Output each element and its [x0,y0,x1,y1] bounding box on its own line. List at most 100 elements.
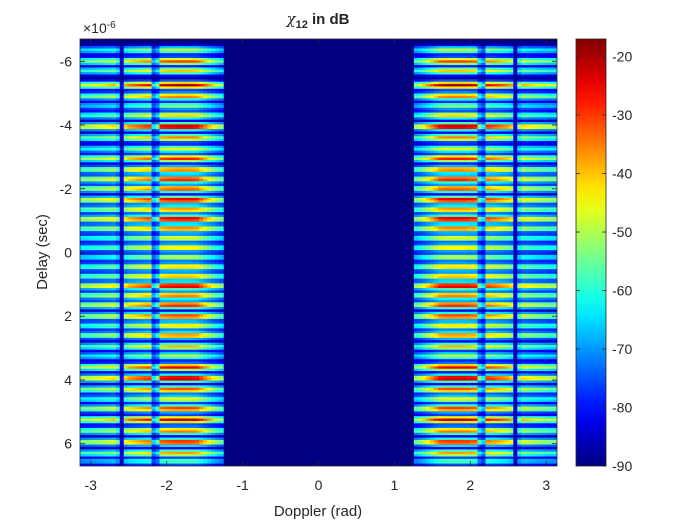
heatmap-cell [413,93,419,97]
heatmap-cell [203,176,208,180]
heatmap-cell [207,143,212,147]
heatmap-cell [513,67,518,71]
heatmap-cell [465,117,471,121]
heatmap-cell [489,162,495,166]
heatmap-cell [95,131,101,135]
heatmap-cell [549,67,554,71]
heatmap-cell [215,43,220,47]
heatmap-cell [80,88,85,92]
heatmap-cell [199,176,204,180]
heatmap-cell [175,60,180,64]
heatmap-cell [429,100,435,104]
heatmap-cell [99,100,105,104]
heatmap-cell [481,159,487,163]
heatmap-cell [485,145,491,149]
heatmap-cell [541,110,546,114]
heatmap-cell [103,190,109,194]
heatmap-cell [453,46,459,50]
heatmap-cell [215,186,220,190]
heatmap-cell [453,171,459,175]
heatmap-cell [183,190,188,194]
heatmap-cell [505,84,510,88]
heatmap-cell [541,174,546,178]
heatmap-cell [191,143,196,147]
heatmap-cell [433,105,439,109]
heatmap-cell [195,50,200,54]
heatmap-cell [207,50,212,54]
heatmap-cell [413,67,419,71]
heatmap-cell [501,122,506,125]
heatmap-cell [195,152,200,156]
heatmap-cell [473,190,479,194]
heatmap-cell [99,46,105,50]
heatmap-cell [215,72,220,76]
heatmap-cell [553,79,557,83]
heatmap-cell [207,93,212,97]
heatmap-cell [107,119,113,123]
heatmap-cell [175,88,180,92]
heatmap-cell [179,193,184,197]
heatmap-cell [183,107,188,111]
heatmap-cell [199,67,204,71]
heatmap-cell [107,72,113,76]
heatmap-cell [421,188,427,192]
heatmap-cell [537,193,542,197]
heatmap-cell [465,119,471,123]
heatmap-cell [187,145,192,149]
heatmap-cell [95,112,101,116]
heatmap-cell [123,188,129,192]
heatmap-cell [163,186,169,190]
heatmap-cell [461,81,467,85]
heatmap-cell [211,167,216,171]
heatmap-cell [143,84,149,88]
heatmap-cell [465,95,471,99]
heatmap-cell [99,152,105,156]
heatmap-cell [111,103,117,107]
heatmap-cell [541,88,546,92]
heatmap-cell [115,174,121,178]
heatmap-cell [469,100,475,104]
heatmap-cell [195,103,200,107]
heatmap-cell [525,122,530,125]
heatmap-cell [115,200,121,204]
heatmap-cell [481,200,487,204]
heatmap-cell [191,122,196,125]
heatmap-cell [437,167,443,171]
heatmap-cell [505,72,510,76]
heatmap-cell [417,197,423,201]
heatmap-cell [155,103,161,107]
heatmap-cell [477,57,483,61]
heatmap-cell [219,112,224,116]
heatmap-cell [553,98,557,102]
heatmap-cell [123,133,129,137]
heatmap-cell [111,72,117,76]
heatmap-cell [83,129,89,133]
heatmap-cell [91,79,97,83]
heatmap-cell [143,62,149,66]
heatmap-cell [545,103,550,107]
heatmap-cell [469,53,475,57]
heatmap-cell [417,48,423,52]
heatmap-cell [107,183,113,187]
heatmap-cell [533,50,538,54]
heatmap-cell [493,162,498,166]
heatmap-cell [417,110,423,114]
heatmap-cell [83,188,89,192]
heatmap-cell [441,48,447,52]
heatmap-cell [533,202,538,206]
heatmap-cell [441,205,447,209]
heatmap-cell [127,131,133,135]
heatmap-cell [215,169,220,173]
heatmap-cell [111,53,117,57]
heatmap-cell [425,93,431,97]
heatmap-cell [175,159,180,163]
heatmap-cell [103,117,109,121]
heatmap-cell [103,74,109,78]
heatmap-cell [445,141,451,144]
heatmap-cell [159,157,165,161]
heatmap-cell [505,148,510,152]
heatmap-cell [477,148,483,152]
heatmap-cell [433,60,439,64]
heatmap-cell [187,188,192,192]
heatmap-cell [135,91,141,95]
